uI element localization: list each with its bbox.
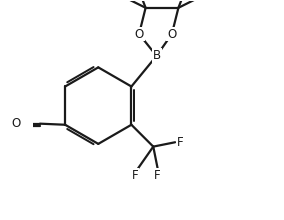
Text: F: F (154, 169, 161, 182)
Text: O: O (167, 28, 176, 40)
Text: F: F (131, 169, 138, 182)
Text: B: B (153, 50, 161, 62)
Text: O: O (11, 117, 20, 130)
Text: F: F (177, 136, 184, 149)
Text: O: O (134, 28, 144, 40)
